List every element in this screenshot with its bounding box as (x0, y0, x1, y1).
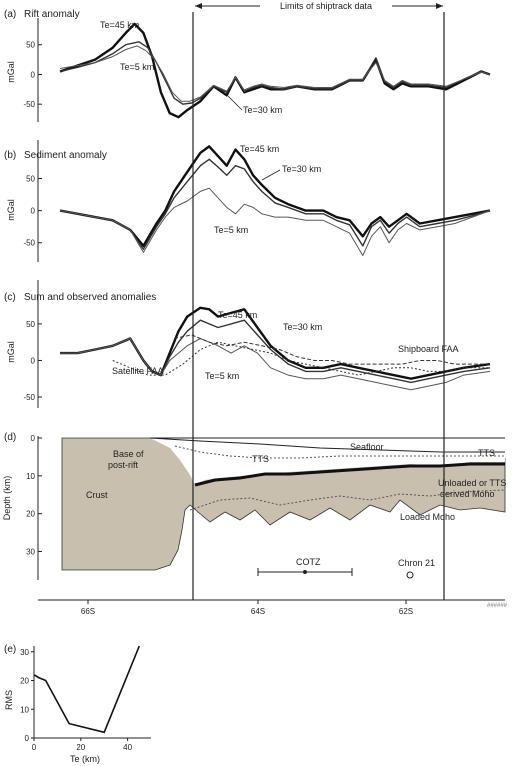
seafloor-profile (149, 437, 505, 453)
panel-c-ytick-label-1: 0 (31, 356, 36, 365)
panel-a-title: Rift anomaly (24, 9, 80, 20)
panel-a-series-1 (59, 41, 491, 105)
panel-d-ylabel: Depth (km) (2, 476, 12, 521)
panel-c-annot-te5: Te=5 km (205, 371, 239, 381)
panel-d-ytick-label-1: 10 (26, 472, 35, 481)
tts-line (174, 445, 505, 459)
panel-b-series-1 (59, 158, 491, 250)
panel-e-label: (e) (4, 644, 16, 655)
panel-e-series-0 (33, 645, 141, 734)
label-base-post-rift-2: post-rift (108, 460, 139, 470)
figure-code: ###### (487, 603, 508, 609)
panel-b-series-2 (59, 187, 491, 257)
panel-e-xtick-label-0: 0 (32, 743, 37, 752)
panel-e-xlabel: Te (km) (70, 754, 100, 764)
label-seafloor: Seafloor (350, 442, 384, 452)
panel-b-annot-te30: Te=30 km (282, 164, 321, 174)
panel-e-ytick-label-3: 30 (20, 648, 29, 657)
unloaded-moho-line (189, 489, 506, 511)
panel-c: (c) Sum and observed anomalies mGal 50 0 -… (4, 280, 491, 408)
panel-c-annot-satellite: Satellite FAA (112, 366, 164, 376)
panel-c-ytick-label-0: 50 (26, 320, 35, 329)
panel-a-annot-te5: Te=5 km (120, 62, 154, 72)
panel-b-annot-te30-leader (261, 169, 281, 181)
panel-d-label: (d) (4, 432, 16, 443)
panel-c-annot-te30: Te=30 km (283, 322, 322, 332)
header-arrowhead-right (436, 3, 443, 9)
panel-d-ytick-label-3: 30 (26, 548, 35, 557)
panel-a-ytick-label-0: 50 (26, 41, 35, 50)
panel-c-series-2 (60, 338, 491, 391)
shared-xaxis: 66S 64S 62S ###### (38, 599, 508, 616)
panel-a-series-0 (59, 22, 491, 119)
xtick-label-64s: 64S (251, 607, 265, 616)
panel-b-label: (b) (4, 150, 16, 161)
label-crust: Crust (86, 490, 108, 500)
cotz-center-marker (303, 570, 307, 574)
panel-c-series-3 (173, 334, 490, 365)
label-unloaded-2: derived Moho (440, 489, 495, 499)
xtick-label-66s: 66S (81, 607, 95, 616)
label-tts-right: TTS (478, 448, 495, 458)
panel-c-title: Sum and observed anomalies (24, 292, 156, 303)
panel-e-ylabel: RMS (4, 690, 14, 710)
xtick-label-62s: 62S (399, 607, 413, 616)
panel-e: (e) RMS Te (km) 0 10 20 30 0 20 40 (4, 644, 151, 764)
header-text: Limits of shiptrack data (280, 1, 372, 11)
panel-c-series-4 (112, 341, 490, 376)
panel-e-ytick-label-1: 10 (20, 705, 29, 714)
label-chron: Chron 21 (398, 558, 435, 568)
label-loaded-moho: Loaded Moho (400, 512, 455, 522)
panel-b-annot-te5: Te=5 km (214, 225, 248, 235)
panel-c-label: (c) (4, 292, 16, 303)
panel-b-ytick-label-0: 50 (26, 175, 35, 184)
panel-d-ytick-label-2: 20 (26, 510, 35, 519)
panel-b-ytick-label-2: -50 (23, 239, 35, 248)
panel-b-annot-te45: Te=45 km (240, 144, 279, 154)
panel-e-ytick-label-2: 20 (20, 677, 29, 686)
panel-b: (b) Sediment anomaly mGal 50 0 -50 Te=45 k… (4, 140, 491, 262)
panel-a-annot-te30: Te=30 km (243, 105, 282, 115)
panel-d-ytick-label-0: 0 (31, 434, 36, 443)
panel-a-annot-te45: Te=45 km (100, 20, 139, 30)
panel-b-ylabel: mGal (6, 199, 16, 221)
header-arrowhead-left (195, 3, 202, 9)
chron-marker (406, 571, 414, 579)
panel-b-ytick-label-1: 0 (31, 207, 36, 216)
header: Limits of shiptrack data (195, 1, 443, 11)
panel-a-ytick-label-1: 0 (31, 70, 36, 79)
label-unloaded-1: Unloaded or TTS (438, 478, 506, 488)
panel-a-series-2 (59, 45, 491, 102)
panel-c-annot-shipboard: Shipboard FAA (398, 344, 459, 354)
panel-e-ytick-label-0: 0 (25, 734, 30, 743)
panel-c-ytick-label-2: -50 (23, 393, 35, 402)
label-base-post-rift-1: Base of (113, 449, 144, 459)
sediment-wedge (150, 438, 505, 485)
panel-c-ylabel: mGal (6, 341, 16, 363)
panel-a-ylabel: mGal (6, 61, 16, 83)
panel-a: (a) Rift anomaly mGal 50 0 -50 Te=45 km Te… (4, 9, 491, 122)
panel-b-series-0 (59, 145, 491, 248)
panel-c-annot-te45: Te=45 km (218, 310, 257, 320)
panel-a-label: (a) (4, 9, 16, 20)
panel-e-xtick-label-1: 20 (76, 743, 85, 752)
panel-e-xtick-label-2: 40 (123, 743, 132, 752)
label-cotz: COTZ (296, 557, 321, 567)
label-tts-mid: TTS (252, 454, 269, 464)
panel-a-ytick-label-2: -50 (23, 100, 35, 109)
panel-a-annot-te30-leader (227, 95, 243, 111)
base-post-rift-line (194, 462, 505, 487)
panel-b-title: Sediment anomaly (24, 150, 107, 161)
